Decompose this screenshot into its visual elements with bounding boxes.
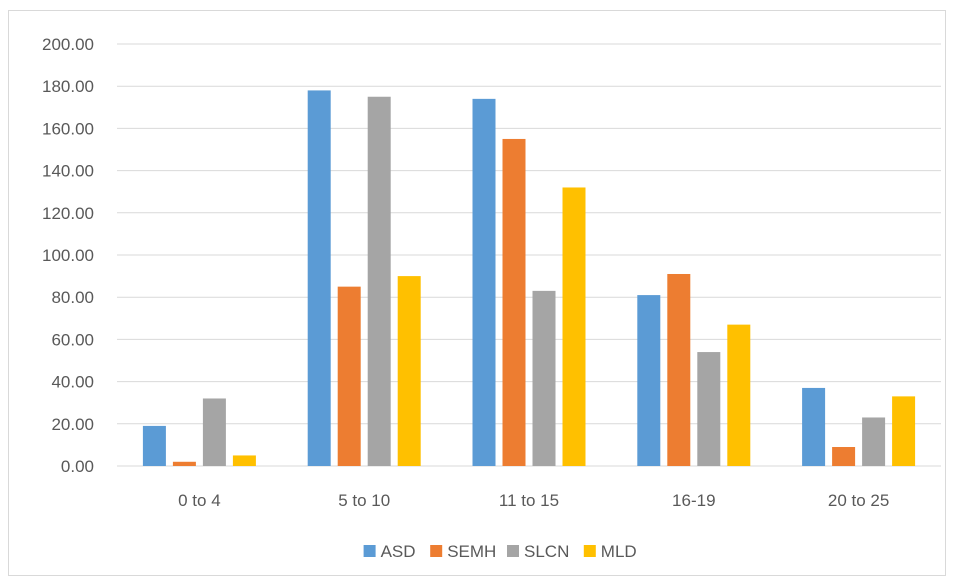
bar-asd-2 <box>472 98 496 467</box>
bar-asd-3 <box>637 295 661 466</box>
x-tick-label: 5 to 10 <box>338 491 390 510</box>
bar-asd-4 <box>802 387 826 466</box>
bar-slcn-0 <box>202 398 226 466</box>
bar-slcn-2 <box>532 290 556 466</box>
bar-mld-3 <box>727 324 751 466</box>
legend-swatch-slcn <box>507 545 519 557</box>
legend-label-asd: ASD <box>381 542 416 561</box>
y-tick-label: 20.00 <box>51 415 94 434</box>
bar-semh-4 <box>832 447 856 466</box>
bar-mld-1 <box>397 276 421 466</box>
legend-swatch-semh <box>430 545 443 557</box>
x-tick-label: 0 to 4 <box>178 491 221 510</box>
y-tick-label: 140.00 <box>42 162 94 181</box>
bar-semh-2 <box>502 138 526 466</box>
x-tick-label: 20 to 25 <box>828 491 889 510</box>
x-tick-label: 11 to 15 <box>499 491 559 510</box>
bar-slcn-4 <box>862 417 886 466</box>
y-tick-label: 200.00 <box>42 35 94 54</box>
bar-mld-0 <box>232 455 256 466</box>
bar-asd-0 <box>142 425 166 466</box>
y-tick-label: 120.00 <box>42 204 94 223</box>
y-tick-label: 180.00 <box>42 77 94 96</box>
y-tick-label: 40.00 <box>51 373 94 392</box>
bar-semh-0 <box>172 461 196 466</box>
bar-semh-3 <box>667 273 691 466</box>
bar-mld-2 <box>562 187 586 467</box>
y-tick-label: 0.00 <box>61 457 94 476</box>
y-tick-label: 60.00 <box>51 330 94 349</box>
bar-mld-4 <box>892 396 916 466</box>
y-tick-label: 80.00 <box>51 288 94 307</box>
legend-swatch-asd <box>363 545 376 557</box>
bar-slcn-1 <box>367 96 391 466</box>
y-tick-label: 100.00 <box>42 246 94 265</box>
bar-asd-1 <box>307 90 331 467</box>
legend-label-slcn: SLCN <box>524 542 569 561</box>
y-tick-label: 160.00 <box>42 119 94 138</box>
bar-semh-1 <box>337 286 361 466</box>
legend-swatch-mld <box>583 545 596 557</box>
legend-label-mld: MLD <box>601 542 637 561</box>
x-tick-label: 16-19 <box>672 491 715 510</box>
bar-slcn-3 <box>697 352 721 466</box>
legend-label-semh: SEMH <box>447 542 496 561</box>
